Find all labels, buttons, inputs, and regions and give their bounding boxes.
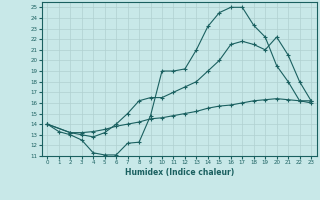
X-axis label: Humidex (Indice chaleur): Humidex (Indice chaleur) [124,168,234,177]
